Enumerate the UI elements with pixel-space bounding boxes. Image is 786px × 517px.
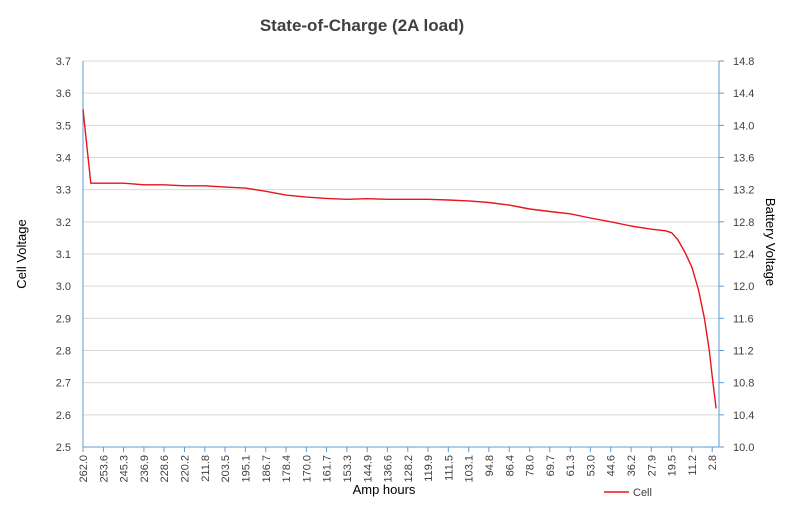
x-tick-label: 245.3 [119, 455, 131, 483]
y2-tick-label: 12.0 [733, 281, 754, 293]
y-tick-label: 3.0 [56, 281, 71, 293]
x-tick-label: 44.6 [606, 455, 618, 476]
y2-tick-label: 13.6 [733, 153, 754, 165]
x-axis-ticks: 262.0 253.6 245.3 236.9 228.6 220.2 211.8 203.5… [78, 447, 719, 483]
x-axis-title: Amp hours [353, 482, 416, 497]
x-tick-label: 2.8 [707, 455, 719, 470]
y-tick-label: 2.9 [56, 313, 71, 325]
y2-tick-label: 14.4 [733, 88, 754, 100]
y2-tick-label: 12.8 [733, 217, 754, 229]
x-tick-label: 69.7 [545, 455, 557, 476]
x-tick-label: 186.7 [261, 455, 273, 483]
y2-tick-label: 12.4 [733, 249, 754, 261]
x-tick-label: 144.9 [362, 455, 374, 483]
y2-tick-label: 14.0 [733, 120, 754, 132]
chart-title: State-of-Charge (2A load) [260, 16, 464, 35]
x-tick-label: 136.6 [382, 455, 394, 483]
y2-tick-label: 13.2 [733, 185, 754, 197]
x-tick-label: 178.4 [281, 455, 293, 483]
y2-tick-label: 10.0 [733, 442, 754, 454]
series-group [82, 109, 717, 409]
x-tick-label: 211.8 [200, 455, 212, 482]
x-tick-label: 236.9 [139, 455, 151, 483]
x-tick-label: 53.0 [585, 455, 597, 476]
y2-tick-label: 11.6 [733, 313, 754, 325]
x-tick-label: 19.5 [667, 455, 679, 476]
y2-tick-label: 14.8 [733, 56, 754, 68]
x-tick-label: 27.9 [646, 455, 658, 476]
y-tick-label: 2.6 [56, 410, 71, 422]
series-line-cell [82, 109, 717, 409]
x-tick-label: 61.3 [565, 455, 577, 476]
y-tick-label: 3.2 [56, 217, 71, 229]
y-tick-label: 3.4 [56, 153, 71, 165]
x-tick-label: 128.2 [403, 455, 415, 483]
y-tick-label: 3.7 [56, 56, 71, 68]
y-axis-title: Cell Voltage [14, 219, 29, 288]
y-tick-label: 2.5 [56, 442, 71, 454]
x-tick-label: 94.8 [484, 455, 496, 476]
y2-tick-label: 10.8 [733, 378, 754, 390]
x-tick-label: 11.2 [687, 455, 699, 476]
x-tick-label: 228.6 [159, 455, 171, 483]
x-tick-label: 195.1 [240, 455, 252, 483]
legend-label-cell: Cell [633, 487, 652, 499]
legend: Cell [604, 487, 652, 499]
gridlines [83, 60, 719, 448]
x-tick-label: 203.5 [220, 455, 232, 483]
x-tick-label: 220.2 [179, 455, 191, 483]
x-tick-label: 78.0 [525, 455, 537, 476]
x-tick-label: 161.7 [321, 455, 333, 483]
x-tick-label: 111.5 [443, 455, 455, 481]
y-tick-label: 3.5 [56, 120, 71, 132]
x-tick-label: 170.0 [301, 455, 313, 483]
x-tick-label: 253.6 [98, 455, 110, 483]
y2-tick-label: 11.2 [733, 346, 754, 358]
x-tick-label: 103.1 [464, 455, 476, 483]
x-tick-label: 36.2 [626, 455, 638, 476]
x-tick-label: 86.4 [504, 455, 516, 476]
y-tick-label: 3.3 [56, 185, 71, 197]
x-tick-label: 153.3 [342, 455, 354, 483]
y2-axis-title: Battery Voltage [763, 198, 778, 286]
x-tick-label: 119.9 [423, 455, 435, 482]
y-tick-label: 2.7 [56, 378, 71, 390]
y-tick-label: 2.8 [56, 346, 71, 358]
y-axis-ticks: 2.5 2.6 2.7 2.8 2.9 3.0 3.1 3.2 3.3 3.4 3.5 3.6 3.7 [56, 56, 71, 454]
y2-tick-label: 10.4 [733, 410, 754, 422]
x-tick-label: 262.0 [78, 455, 90, 483]
y-tick-label: 3.6 [56, 88, 71, 100]
y-tick-label: 3.1 [56, 249, 71, 261]
y2-axis-ticks: 10.0 10.4 10.8 11.2 11.6 12.0 12.4 12.8 13.2 13.6… [719, 56, 754, 454]
